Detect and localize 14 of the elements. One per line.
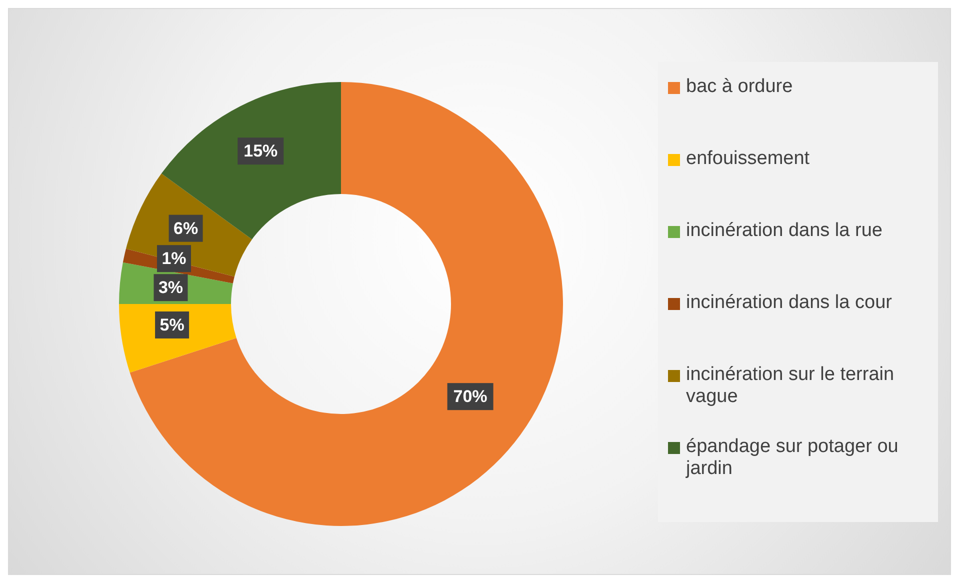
legend-label: enfouissement [686,148,810,170]
data-label: 5% [160,315,184,334]
legend-label: bac à ordure [686,76,793,98]
data-label: 70% [453,387,488,406]
donut-slice [130,82,563,526]
legend-label: épandage sur potager ou jardin [686,436,900,480]
donut-slice [161,82,341,240]
data-label: 1% [162,249,186,268]
data-label: 6% [174,218,198,238]
data-label: 3% [158,278,184,298]
legend-label: incinération sur le terrain vague [686,364,896,408]
data-label: 15% [244,142,278,161]
legend-label: incinération dans la cour [686,292,892,314]
legend-label: incinération dans la rue [686,220,882,242]
